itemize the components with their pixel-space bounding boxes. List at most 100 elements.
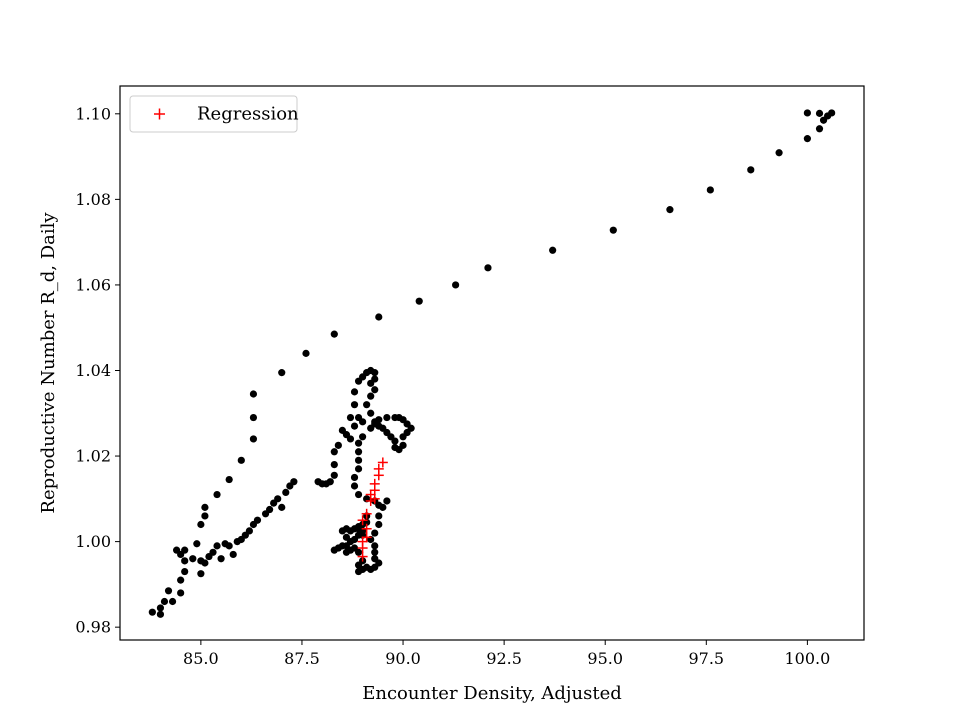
data-point	[706, 186, 714, 194]
data-point	[156, 604, 165, 612]
x-tick-label: 92.5	[486, 649, 522, 668]
y-tick-label: 0.98	[75, 618, 111, 637]
data-point	[346, 435, 355, 443]
x-axis-ticks: 85.0 87.5 90.0 92.5 95.0 97.5 100.0	[183, 640, 830, 668]
data-point	[371, 386, 379, 394]
regression-point	[377, 457, 388, 468]
data-point	[326, 478, 334, 486]
data-point	[334, 441, 342, 449]
data-point	[148, 608, 156, 616]
data-point	[164, 587, 173, 595]
data-point	[828, 109, 836, 117]
data-point	[367, 392, 375, 400]
regression-point	[357, 515, 368, 526]
data-point	[609, 226, 617, 234]
data-point	[342, 533, 351, 541]
data-point	[181, 557, 189, 565]
data-point	[229, 550, 237, 559]
data-point	[354, 465, 363, 473]
data-point	[383, 413, 391, 422]
data-point	[197, 570, 205, 578]
data-point	[342, 525, 351, 533]
data-point	[815, 125, 824, 133]
data-point	[666, 206, 674, 214]
legend: Regression	[129, 95, 299, 133]
y-axis-ticks: 0.98 1.00 1.02 1.04 1.06 1.08 1.10	[75, 104, 120, 637]
data-point	[354, 525, 363, 533]
data-point	[354, 567, 363, 576]
data-point	[173, 546, 181, 554]
data-point	[354, 490, 363, 499]
legend-box	[129, 95, 298, 133]
data-point	[549, 246, 557, 254]
legend-plus-marker	[154, 108, 165, 120]
data-point	[282, 488, 290, 497]
data-point	[253, 516, 262, 524]
data-point	[249, 435, 258, 443]
data-point	[379, 503, 387, 511]
y-axis-label: Reproductive Number R_d, Daily	[38, 212, 59, 514]
data-point	[278, 503, 286, 511]
data-point	[330, 546, 338, 554]
data-point	[201, 559, 209, 567]
data-point	[371, 529, 379, 537]
data-point	[217, 555, 225, 563]
data-point	[367, 379, 375, 387]
data-point	[177, 576, 185, 584]
x-tick-label: 95.0	[587, 649, 623, 668]
data-point	[391, 437, 399, 445]
data-point	[201, 512, 209, 520]
regression-point	[361, 532, 372, 543]
data-point	[354, 439, 363, 447]
data-point	[803, 109, 811, 117]
data-point	[350, 422, 359, 430]
data-point	[346, 413, 355, 422]
plot-frame	[119, 85, 865, 641]
data-point	[225, 542, 233, 550]
data-point	[249, 413, 258, 422]
data-point	[330, 471, 338, 479]
x-tick-label: 87.5	[284, 649, 320, 668]
data-point	[391, 413, 399, 422]
data-point	[278, 369, 286, 377]
data-point	[225, 475, 233, 484]
data-point	[193, 540, 201, 548]
data-point	[350, 535, 359, 544]
data-point	[350, 401, 359, 409]
regression-point	[357, 551, 368, 562]
data-point	[156, 610, 165, 618]
data-point	[213, 490, 221, 499]
data-point	[197, 520, 205, 529]
data-point	[189, 555, 197, 563]
data-point	[290, 478, 298, 486]
data-point	[266, 505, 274, 514]
y-tick-label: 1.10	[75, 104, 111, 123]
data-point	[367, 409, 375, 417]
data-point	[249, 390, 258, 398]
data-point	[209, 548, 217, 556]
x-tick-label: 90.0	[385, 649, 421, 668]
data-point	[415, 297, 423, 305]
regression-point	[361, 523, 372, 534]
data-point	[747, 166, 755, 174]
data-point	[330, 330, 338, 338]
data-point	[274, 495, 282, 503]
data-point	[399, 441, 407, 449]
y-tick-label: 1.06	[75, 275, 111, 294]
data-point	[803, 135, 811, 143]
data-point	[342, 548, 351, 556]
data-marks	[148, 109, 836, 618]
data-point	[350, 482, 359, 490]
data-point	[181, 567, 189, 576]
data-point	[354, 456, 363, 464]
data-point	[775, 149, 783, 157]
data-point	[383, 497, 391, 505]
data-point	[245, 527, 253, 535]
data-point	[160, 597, 169, 606]
data-point	[371, 369, 379, 377]
y-tick-label: 1.04	[75, 361, 111, 380]
data-point	[375, 512, 383, 520]
x-tick-label: 100.0	[784, 649, 830, 668]
data-point	[375, 520, 383, 529]
data-point	[330, 461, 338, 469]
